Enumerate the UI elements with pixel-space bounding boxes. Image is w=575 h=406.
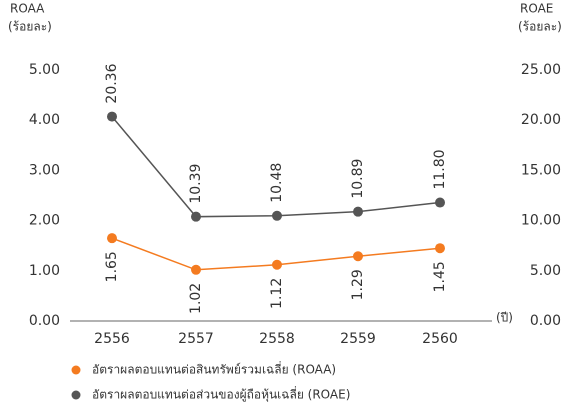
data-label: 20.36 [104,63,120,103]
data-point [107,111,117,122]
data-point [353,251,363,262]
y-tick-label: 0.00 [29,313,60,329]
y2-tick-label: 15.00 [521,162,561,178]
x-tick-label: 2556 [94,331,130,347]
data-point [191,211,201,222]
legend-label: อัตราผลตอบแทนต่อส่วนของผู้ถือหุ้นเฉลี่ย … [92,386,350,403]
data-label: 1.65 [104,251,120,282]
y-tick-label: 4.00 [29,112,60,128]
y2-tick-label: 25.00 [521,62,561,78]
x-tick-label: 2559 [340,331,376,347]
data-label: 1.02 [188,283,204,314]
y-axis-label: ROAA [10,2,45,16]
x-tick-label: 2558 [259,331,295,347]
y-tick-label: 3.00 [29,162,60,178]
y2-tick-label: 10.00 [521,213,561,229]
data-point [272,259,282,270]
data-point [435,197,445,208]
y2-tick-label: 5.00 [530,263,561,279]
x-axis-unit: (ปี) [496,311,513,325]
x-tick-label: 2557 [178,331,214,347]
data-point [107,233,117,244]
y-tick-label: 2.00 [29,213,60,229]
data-point [353,206,363,217]
data-point [191,264,201,275]
y2-axis-label: ROAE [520,2,553,16]
data-label: 10.89 [350,159,366,199]
data-point [272,210,282,221]
data-label: 1.12 [269,278,285,309]
legend-label: อัตราผลตอบแทนต่อสินทรัพย์รวมเฉลี่ย (ROAA… [92,361,336,377]
y-tick-label: 5.00 [29,62,60,78]
y2-axis-unit: (ร้อยละ) [518,20,562,34]
y2-tick-label: 0.00 [530,313,561,329]
y-tick-label: 1.00 [29,263,60,279]
y2-tick-label: 20.00 [521,112,561,128]
data-label: 10.48 [269,163,285,203]
data-label: 10.39 [188,164,204,204]
x-tick-label: 2560 [422,331,458,347]
legend-marker [71,390,81,400]
data-label: 1.45 [432,261,448,292]
data-label: 11.80 [432,149,448,189]
y-axis-unit: (ร้อยละ) [8,20,52,34]
legend-marker [71,365,81,375]
data-label: 1.29 [350,269,366,300]
data-point [435,243,445,254]
